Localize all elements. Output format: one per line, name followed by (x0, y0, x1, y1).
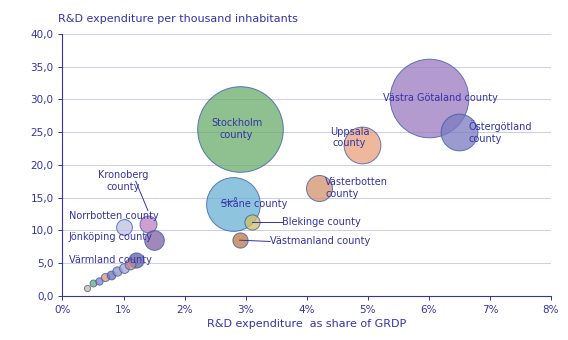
Text: Värmland county: Värmland county (69, 255, 152, 265)
Point (119, 224, 128, 230)
Point (113, 268, 122, 274)
X-axis label: R&D expenditure  as share of GRDP: R&D expenditure as share of GRDP (207, 319, 406, 329)
Point (315, 185, 324, 190)
Text: Uppsala
county: Uppsala county (329, 126, 369, 148)
Point (424, 96, 433, 101)
Text: Västra Götaland county: Västra Götaland county (383, 93, 498, 103)
Point (125, 262, 134, 267)
Point (94, 278, 104, 284)
Point (357, 142, 366, 148)
Text: Jönköping county: Jönköping county (69, 232, 153, 242)
Point (247, 220, 256, 225)
Point (82, 285, 91, 291)
Text: Stockholm
county: Stockholm county (211, 118, 262, 140)
Text: Kronoberg
county: Kronoberg county (98, 170, 149, 192)
Point (455, 130, 464, 135)
Point (101, 275, 110, 280)
Text: Norrbotten county: Norrbotten county (69, 211, 158, 221)
Point (229, 201, 238, 207)
Point (107, 272, 116, 277)
Point (131, 257, 140, 262)
Text: Skåne county: Skåne county (222, 197, 287, 209)
Point (119, 266, 128, 271)
Point (89, 280, 98, 286)
Text: R&D expenditure per thousand inhabitants: R&D expenditure per thousand inhabitants (57, 14, 298, 23)
Point (143, 221, 152, 226)
Text: Västmanland county: Västmanland county (270, 237, 370, 246)
Point (149, 237, 158, 243)
Point (235, 126, 244, 132)
Text: Västerbotten
county: Västerbotten county (325, 177, 388, 199)
Text: Blekinge county: Blekinge county (282, 218, 361, 227)
Text: Östergötland
county: Östergötland county (469, 120, 532, 144)
Point (235, 237, 244, 243)
